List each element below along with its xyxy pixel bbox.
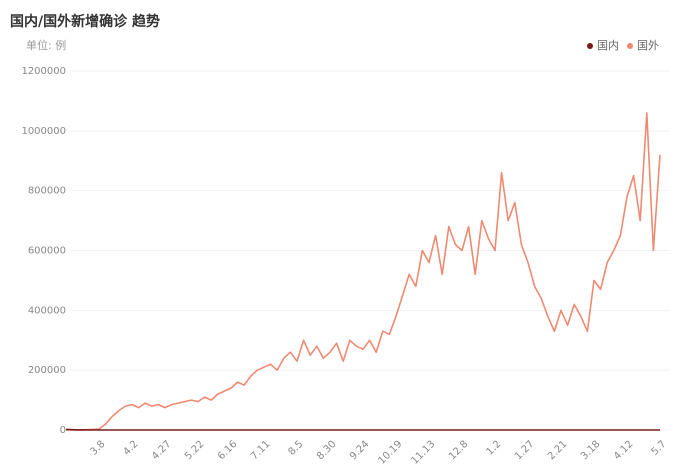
legend-label: 国内	[597, 38, 619, 52]
x-tick-label: 4.27	[150, 439, 174, 463]
series-line	[66, 112, 661, 431]
legend-label: 国外	[637, 39, 659, 52]
y-tick-label: 200000	[28, 365, 66, 376]
chart-subtitle: 单位: 例	[26, 38, 66, 52]
x-tick-label: 2.21	[546, 439, 570, 463]
x-tick-label: 9.24	[348, 439, 372, 463]
x-tick-label: 7.11	[249, 439, 273, 463]
legend-marker	[587, 43, 593, 49]
y-tick-label: 1000000	[21, 126, 66, 137]
y-tick-label: 0	[60, 425, 66, 436]
x-tick-label: 4.12	[612, 439, 636, 463]
x-tick-label: 1.2	[484, 439, 503, 458]
chart-title: 国内/国外新增确诊 趋势	[10, 13, 160, 30]
x-tick-label: 5.7	[649, 439, 668, 458]
y-tick-label: 600000	[28, 246, 66, 257]
x-tick-label: 5.22	[183, 439, 207, 463]
x-tick-label: 6.16	[216, 439, 240, 463]
x-tick-label: 8.5	[286, 439, 305, 458]
y-tick-label: 800000	[28, 186, 66, 197]
x-tick-label: 3.18	[579, 439, 603, 463]
x-tick-label: 12.8	[447, 439, 471, 463]
y-tick-label: 1200000	[21, 66, 66, 77]
legend-marker	[627, 43, 633, 49]
x-tick-label: 3.8	[88, 439, 107, 458]
x-tick-label: 11.13	[409, 439, 437, 467]
x-tick-label: 4.2	[121, 439, 140, 458]
x-tick-label: 10.19	[376, 439, 404, 467]
y-tick-label: 400000	[28, 305, 66, 316]
series-line	[65, 428, 660, 431]
x-tick-label: 8.30	[315, 439, 339, 463]
x-tick-label: 1.27	[513, 439, 537, 463]
